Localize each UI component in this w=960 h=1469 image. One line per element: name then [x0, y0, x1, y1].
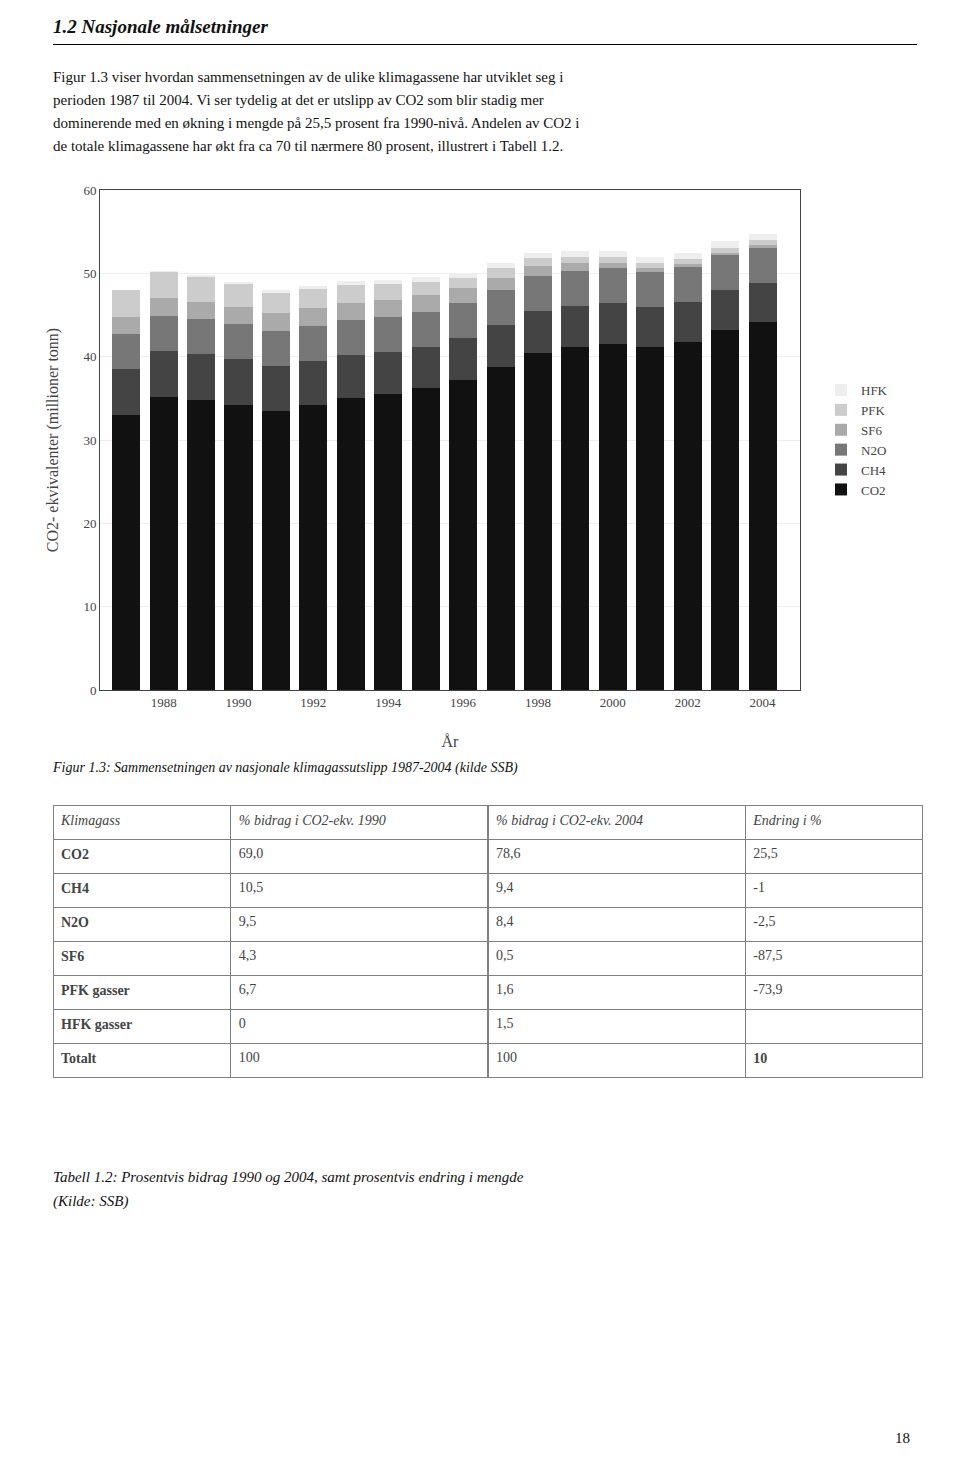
svg-text:20: 20: [83, 516, 96, 531]
svg-text:100: 100: [496, 1050, 517, 1065]
html-text:de totale klimagassene har økt: de totale klimagassene har økt fra ca 70…: [53, 138, 564, 154]
svg-text:-73,9: -73,9: [753, 982, 782, 997]
html-text:Figur 1.3: Sammensetningen av: Figur 1.3: Sammensetningen av nasjonale …: [53, 760, 518, 775]
svg-text:1994: 1994: [375, 695, 402, 710]
svg-text:25,5: 25,5: [753, 846, 778, 861]
svg-text:PFK: PFK: [861, 403, 885, 418]
svg-text:1996: 1996: [450, 695, 477, 710]
svg-text:69,0: 69,0: [239, 846, 264, 861]
svg-text:HFK: HFK: [861, 383, 888, 398]
svg-text:0: 0: [239, 1016, 246, 1031]
svg-text:N2O: N2O: [61, 915, 89, 930]
svg-text:40: 40: [83, 349, 96, 364]
svg-text:0,5: 0,5: [496, 948, 514, 963]
svg-text:1998: 1998: [525, 695, 551, 710]
svg-text:2000: 2000: [600, 695, 626, 710]
svg-text:Klimagass: Klimagass: [60, 813, 121, 828]
svg-text:SF6: SF6: [61, 949, 84, 964]
html-text:dominerende med en økning i me: dominerende med en økning i mengde på 25…: [53, 115, 580, 131]
svg-text:6,7: 6,7: [239, 982, 257, 997]
svg-text:SF6: SF6: [861, 423, 882, 438]
svg-text:N2O: N2O: [861, 443, 886, 458]
svg-text:9,4: 9,4: [496, 880, 514, 895]
svg-text:-1: -1: [753, 880, 765, 895]
svg-text:Totalt: Totalt: [61, 1051, 97, 1066]
svg-text:CO2: CO2: [61, 847, 89, 862]
svg-text:1,5: 1,5: [496, 1016, 514, 1031]
svg-text:30: 30: [83, 433, 96, 448]
svg-text:År: År: [442, 733, 460, 750]
svg-text:8,4: 8,4: [496, 914, 514, 929]
html-text:Tabell 1.2: Prosentvis bidrag: Tabell 1.2: Prosentvis bidrag 1990 og 20…: [53, 1169, 524, 1185]
svg-text:CH4: CH4: [861, 463, 886, 478]
html-text:18: 18: [895, 1430, 910, 1446]
svg-text:10: 10: [753, 1051, 767, 1066]
svg-text:0: 0: [90, 683, 97, 698]
html-text:1.2 Nasjonale målsetninger: 1.2 Nasjonale målsetninger: [53, 16, 268, 37]
svg-text:CH4: CH4: [61, 881, 89, 896]
svg-text:Endring i %: Endring i %: [752, 813, 821, 828]
svg-text:-2,5: -2,5: [753, 914, 775, 929]
svg-text:1992: 1992: [300, 695, 326, 710]
svg-text:1988: 1988: [151, 695, 177, 710]
html-text:Figur 1.3 viser hvordan sammen: Figur 1.3 viser hvordan sammensetningen …: [53, 69, 564, 85]
svg-text:CO2: CO2: [861, 483, 886, 498]
svg-text:% bidrag i CO2-ekv. 2004: % bidrag i CO2-ekv. 2004: [496, 813, 643, 828]
svg-text:HFK gasser: HFK gasser: [61, 1017, 132, 1032]
svg-text:10,5: 10,5: [239, 880, 264, 895]
svg-text:1,6: 1,6: [496, 982, 514, 997]
svg-text:100: 100: [239, 1050, 260, 1065]
svg-text:2002: 2002: [675, 695, 701, 710]
svg-text:10: 10: [83, 599, 96, 614]
svg-text:60: 60: [83, 183, 96, 198]
svg-text:9,5: 9,5: [239, 914, 257, 929]
svg-text:1990: 1990: [226, 695, 252, 710]
svg-text:2004: 2004: [750, 695, 777, 710]
svg-text:-87,5: -87,5: [753, 948, 782, 963]
svg-text:% bidrag i CO2-ekv. 1990: % bidrag i CO2-ekv. 1990: [239, 813, 386, 828]
html-text:(Kilde: SSB): (Kilde: SSB): [53, 1193, 129, 1209]
svg-text:PFK gasser: PFK gasser: [61, 983, 130, 998]
html-text:perioden 1987 til 2004. Vi ser: perioden 1987 til 2004. Vi ser tydelig a…: [53, 92, 544, 108]
svg-text:CO2- ekvivalenter (millioner t: CO2- ekvivalenter (millioner tonn): [44, 328, 62, 552]
svg-text:78,6: 78,6: [496, 846, 521, 861]
svg-text:4,3: 4,3: [239, 948, 257, 963]
svg-text:50: 50: [83, 266, 96, 281]
